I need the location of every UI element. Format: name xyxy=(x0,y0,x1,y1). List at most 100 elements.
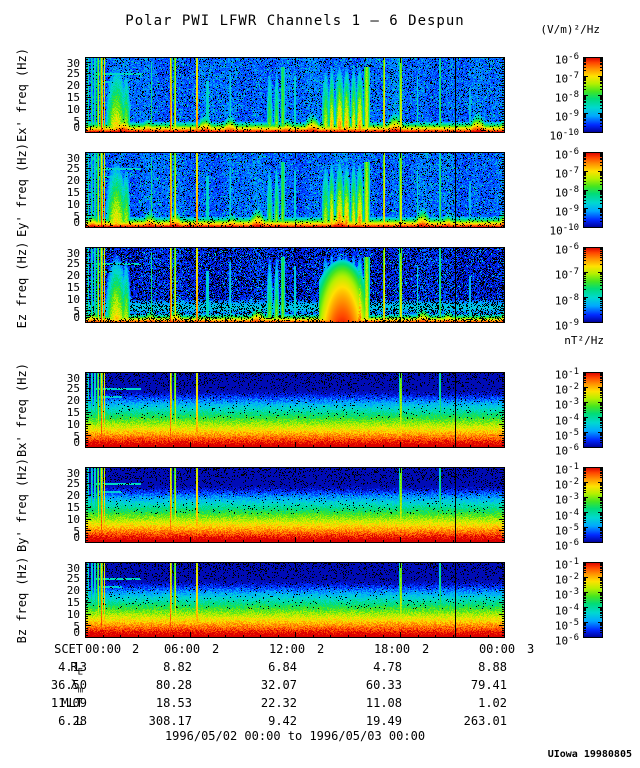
colorbar-canvas-bz xyxy=(583,562,603,638)
ytick-label-bx-15: 15 xyxy=(66,405,80,419)
colorbar-label-ey--6: 10-6 xyxy=(554,147,579,162)
ephemeris-re-value-4: 8.88 xyxy=(478,660,507,674)
colorbar-label-ez--9: 10-9 xyxy=(554,318,579,333)
ephemeris-lambda-m-value-1: 80.28 xyxy=(155,678,192,692)
colorbar-label-bz--5: 10-5 xyxy=(554,617,579,633)
colorbar-label-bz--1: 10-1 xyxy=(554,557,579,572)
row-label-mlt: MLT xyxy=(61,696,83,710)
colorbar-label-by--6: 10-6 xyxy=(554,538,579,553)
ephemeris-mlt-value-3: 11.08 xyxy=(365,696,402,710)
colorbar-label-bx--5: 10-5 xyxy=(554,427,579,443)
unit-label-magnetic: nT²/Hz xyxy=(564,334,604,347)
ephemeris-lambda-m-value-2: 32.07 xyxy=(260,678,297,692)
colorbar-label-bz--6: 10-6 xyxy=(554,633,579,648)
colorbar-label-ex--6: 10-6 xyxy=(554,52,579,67)
colorbar-canvas-ez xyxy=(583,247,603,323)
colorbar-label-bz--2: 10-2 xyxy=(554,572,579,587)
ephemeris-l-value-4: 263.01 xyxy=(463,714,507,728)
ytick-label-bx-20: 20 xyxy=(66,394,80,407)
scet-day-label-4: 3 xyxy=(527,642,535,656)
ytick-label-bz-10: 10 xyxy=(66,607,80,621)
date-range-label: 1996/05/02 00:00 to 1996/05/03 00:00 xyxy=(164,729,426,743)
ytick-label-bx-0: 0 xyxy=(73,435,80,449)
ytick-label-by-30: 30 xyxy=(66,466,80,480)
scet-time-label-3: 18:00 xyxy=(373,642,411,656)
ytick-label-bz-5: 5 xyxy=(73,619,80,633)
ytick-label-bz-15: 15 xyxy=(66,595,80,609)
panel-ylabel-bz: Bz freq (Hz) xyxy=(15,556,29,644)
ytick-label-bz-20: 20 xyxy=(66,584,80,597)
ephemeris-l-value-2: 9.42 xyxy=(268,714,297,728)
colorbar-canvas-ex xyxy=(583,57,603,133)
ytick-label-ez-25: 25 xyxy=(66,257,80,271)
scet-time-label-0: 00:00 xyxy=(85,642,122,656)
colorbar-label-bx--1: 10-1 xyxy=(554,367,579,382)
ytick-label-bx-25: 25 xyxy=(66,382,80,396)
ytick-label-ez-10: 10 xyxy=(66,292,80,306)
ytick-label-by-5: 5 xyxy=(73,524,80,538)
panel-ylabel-ey: Ey' freq (Hz) xyxy=(15,143,29,237)
ytick-label-ex-10: 10 xyxy=(66,102,80,116)
colorbar-label-by--1: 10-1 xyxy=(554,462,579,477)
colorbar-label-bz--3: 10-3 xyxy=(554,587,579,603)
colorbar-label-bz--4: 10-4 xyxy=(554,602,579,618)
spectrogram-canvas-by xyxy=(85,467,505,543)
ytick-label-ex-25: 25 xyxy=(66,67,80,81)
ephemeris-mlt-value-4: 1.02 xyxy=(478,696,507,710)
colorbar-label-ex--9: 10-9 xyxy=(554,109,579,124)
colorbar-label-ey--10: 10-10 xyxy=(549,223,579,238)
ephemeris-re-value-1: 8.82 xyxy=(163,660,192,674)
ephemeris-l-value-0: 6.28 xyxy=(58,714,87,728)
colorbar-label-bx--2: 10-2 xyxy=(554,382,579,397)
colorbar-label-ey--7: 10-7 xyxy=(554,166,579,181)
spectrogram-canvas-bz xyxy=(85,562,505,638)
ytick-label-ey-20: 20 xyxy=(66,174,80,187)
spectrogram-canvas-ey xyxy=(85,152,505,228)
spectrogram-canvas-bx xyxy=(85,372,505,448)
ytick-label-ey-15: 15 xyxy=(66,185,80,199)
scet-day-label-0: 2 xyxy=(132,642,140,656)
colorbar-label-ey--9: 10-9 xyxy=(554,204,579,219)
scet-time-label-2: 12:00 xyxy=(268,642,306,656)
ephemeris-mlt-value-0: 11.09 xyxy=(50,696,87,710)
panel-ylabel-ez: Ez freq (Hz) xyxy=(15,241,29,329)
colorbar-canvas-ey xyxy=(583,152,603,228)
ytick-label-bx-10: 10 xyxy=(66,417,80,431)
colorbar-label-bx--6: 10-6 xyxy=(554,443,579,458)
row-label-scet: SCET xyxy=(54,642,83,656)
scet-time-label-1: 06:00 xyxy=(163,642,201,656)
row-label-l: L xyxy=(75,714,83,728)
spectrogram-canvas-ex xyxy=(85,57,505,133)
ytick-label-ey-30: 30 xyxy=(66,151,80,165)
ytick-label-bz-0: 0 xyxy=(73,625,80,639)
panel-ylabel-ex: Ex' freq (Hz) xyxy=(15,48,29,142)
ytick-label-by-0: 0 xyxy=(73,530,80,544)
ephemeris-l-value-3: 19.49 xyxy=(365,714,402,728)
row-label-lambda-m: λm xyxy=(70,678,83,696)
ytick-label-bx-5: 5 xyxy=(73,429,80,443)
colorbar-label-bx--4: 10-4 xyxy=(554,412,579,428)
ytick-label-bz-25: 25 xyxy=(66,572,80,586)
row-label-re: RE xyxy=(70,660,83,678)
colorbar-label-ey--8: 10-8 xyxy=(554,185,579,200)
ytick-label-ez-0: 0 xyxy=(73,310,80,324)
ytick-label-ex-0: 0 xyxy=(73,120,80,134)
ytick-label-by-25: 25 xyxy=(66,477,80,491)
spectrogram-canvas-ez xyxy=(85,247,505,323)
ephemeris-re-value-0: 4.13 xyxy=(58,660,87,674)
ytick-label-by-20: 20 xyxy=(66,489,80,502)
colorbar-canvas-bx xyxy=(583,372,603,448)
ytick-label-ey-5: 5 xyxy=(73,209,80,223)
scet-time-label-4: 00:00 xyxy=(478,642,516,656)
colorbar-canvas-by xyxy=(583,467,603,543)
ytick-label-ex-5: 5 xyxy=(73,114,80,128)
ytick-label-ex-15: 15 xyxy=(66,90,80,104)
colorbar-label-by--2: 10-2 xyxy=(554,477,579,492)
ephemeris-lambda-m-value-4: 79.41 xyxy=(470,678,507,692)
colorbar-label-by--5: 10-5 xyxy=(554,522,579,538)
colorbar-label-ex--10: 10-10 xyxy=(549,128,579,143)
ytick-label-by-10: 10 xyxy=(66,512,80,526)
ytick-label-bx-30: 30 xyxy=(66,371,80,385)
ephemeris-l-value-1: 308.17 xyxy=(148,714,192,728)
ytick-label-ez-30: 30 xyxy=(66,246,80,260)
